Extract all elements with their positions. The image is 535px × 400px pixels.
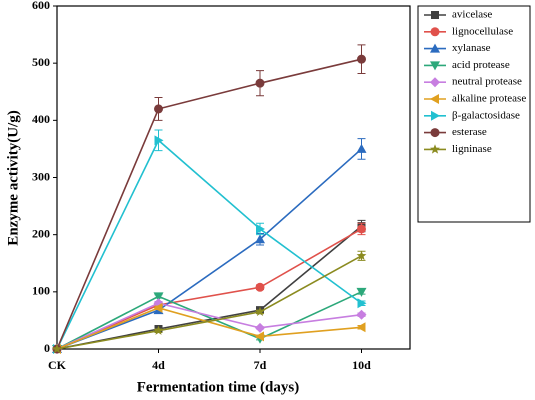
series-line bbox=[56, 255, 362, 350]
legend-marker bbox=[430, 77, 440, 88]
point bbox=[357, 54, 366, 64]
legend-frame bbox=[417, 5, 531, 223]
point bbox=[356, 143, 367, 153]
legend-marker bbox=[430, 43, 440, 53]
y-tick-label: 300 bbox=[32, 169, 50, 183]
point bbox=[255, 282, 265, 292]
y-tick-label: 500 bbox=[32, 55, 50, 69]
x-tick-label: 10d bbox=[352, 358, 371, 372]
point bbox=[255, 322, 265, 333]
point bbox=[52, 343, 62, 354]
y-tick-label: 400 bbox=[32, 112, 50, 126]
point bbox=[255, 78, 265, 88]
y-tick-label: 200 bbox=[32, 226, 50, 240]
point bbox=[153, 292, 164, 302]
point bbox=[153, 325, 164, 335]
legend-marker bbox=[431, 11, 439, 19]
series-line bbox=[56, 302, 362, 350]
x-axis-label: Fermentation time (days) bbox=[137, 379, 299, 395]
point bbox=[154, 135, 164, 146]
series-line bbox=[56, 148, 363, 350]
point bbox=[255, 331, 264, 342]
y-axis-label: Enzyme activity(U/g) bbox=[5, 110, 21, 245]
point bbox=[356, 287, 367, 297]
point bbox=[154, 104, 163, 114]
y-tick-label: 0 bbox=[44, 341, 50, 355]
point bbox=[356, 322, 366, 333]
legend-label: esterase bbox=[452, 126, 487, 138]
x-tick-label: 4d bbox=[152, 358, 165, 372]
legend-label: ligninase bbox=[452, 143, 492, 155]
point bbox=[153, 302, 163, 313]
series-line bbox=[56, 139, 362, 350]
y-tick-label: 100 bbox=[32, 284, 50, 298]
legend-marker bbox=[430, 94, 439, 104]
y-tick-label: 600 bbox=[32, 0, 50, 12]
legend-label: acid protease bbox=[452, 59, 510, 71]
legend-label: β-galactosidase bbox=[452, 109, 520, 121]
legend-label: alkaline protease bbox=[452, 93, 526, 105]
point bbox=[356, 250, 367, 260]
legend-label: xylanase bbox=[452, 42, 491, 54]
point bbox=[255, 306, 265, 316]
x-tick-label: CK bbox=[48, 358, 67, 372]
legend-marker bbox=[431, 110, 440, 121]
point bbox=[356, 309, 367, 320]
point bbox=[357, 224, 366, 234]
point bbox=[357, 298, 367, 309]
legend-marker bbox=[430, 128, 440, 138]
point bbox=[255, 234, 265, 244]
legend-label: avicelase bbox=[452, 9, 492, 21]
x-tick-label: 7d bbox=[254, 358, 267, 372]
legend-label: neutral protease bbox=[452, 76, 522, 88]
series-line bbox=[56, 225, 363, 350]
series-line bbox=[56, 58, 362, 350]
legend-marker bbox=[430, 27, 440, 37]
legend-label: lignocellulase bbox=[452, 25, 513, 37]
point bbox=[256, 223, 265, 234]
legend-marker bbox=[430, 144, 440, 154]
series-line bbox=[56, 291, 362, 350]
legend-marker bbox=[430, 61, 440, 71]
series-line bbox=[56, 306, 362, 350]
plot-frame bbox=[56, 5, 411, 350]
